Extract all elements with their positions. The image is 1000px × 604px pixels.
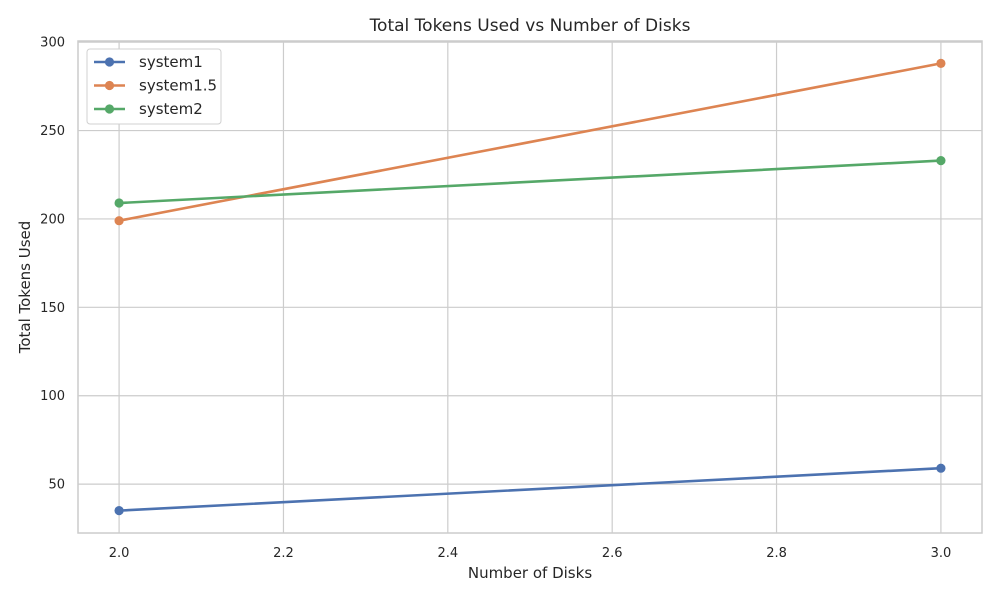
data-point-system1 — [936, 463, 946, 473]
legend-marker-system1 — [104, 57, 115, 67]
y-axis-label: Total Tokens Used — [16, 221, 34, 355]
series-system1 — [114, 463, 946, 516]
x-axis-label: Number of Disks — [468, 564, 592, 582]
x-tick-label: 2.2 — [273, 546, 294, 561]
data-point-system1-5 — [936, 58, 946, 68]
series-line-system1 — [117, 466, 943, 512]
x-tick-label: 3.0 — [931, 546, 952, 561]
legend-marker-system1-5 — [104, 80, 115, 91]
tick-labels: 2.0 2.2 2.4 2.6 2.8 3.0 50 100 150 200 250 300 — [40, 36, 951, 561]
series-system2 — [114, 155, 946, 208]
data-point-system1-5 — [114, 216, 124, 226]
y-tick-label: 100 — [40, 389, 65, 404]
series-line-system1-5 — [117, 62, 943, 223]
x-tick-label: 2.0 — [109, 546, 130, 561]
grid-lines — [78, 41, 982, 533]
legend-marker-system2 — [104, 104, 115, 114]
y-tick-label: 150 — [40, 301, 65, 316]
chart-title: Total Tokens Used vs Number of Disks — [369, 16, 691, 36]
series-system1-5 — [114, 58, 946, 226]
y-tick-label: 300 — [40, 36, 65, 51]
y-tick-label: 50 — [48, 478, 65, 493]
legend: system1 system1.5 system2 — [86, 48, 222, 125]
x-tick-label: 2.8 — [766, 546, 787, 561]
legend-label-system2: system2 — [139, 100, 203, 118]
series-lines — [114, 58, 946, 516]
legend-label-system1: system1 — [139, 53, 203, 71]
y-tick-label: 250 — [40, 124, 65, 139]
plot-frame — [77, 40, 983, 534]
data-point-system1 — [114, 506, 124, 516]
y-tick-label: 200 — [40, 212, 65, 227]
x-tick-label: 2.4 — [437, 546, 458, 561]
data-point-system2 — [936, 155, 946, 166]
data-point-system2 — [114, 198, 124, 208]
legend-label-system1-5: system1.5 — [139, 77, 217, 95]
legend-box — [86, 48, 222, 125]
series-line-system2 — [117, 159, 943, 205]
x-tick-label: 2.6 — [602, 546, 623, 561]
